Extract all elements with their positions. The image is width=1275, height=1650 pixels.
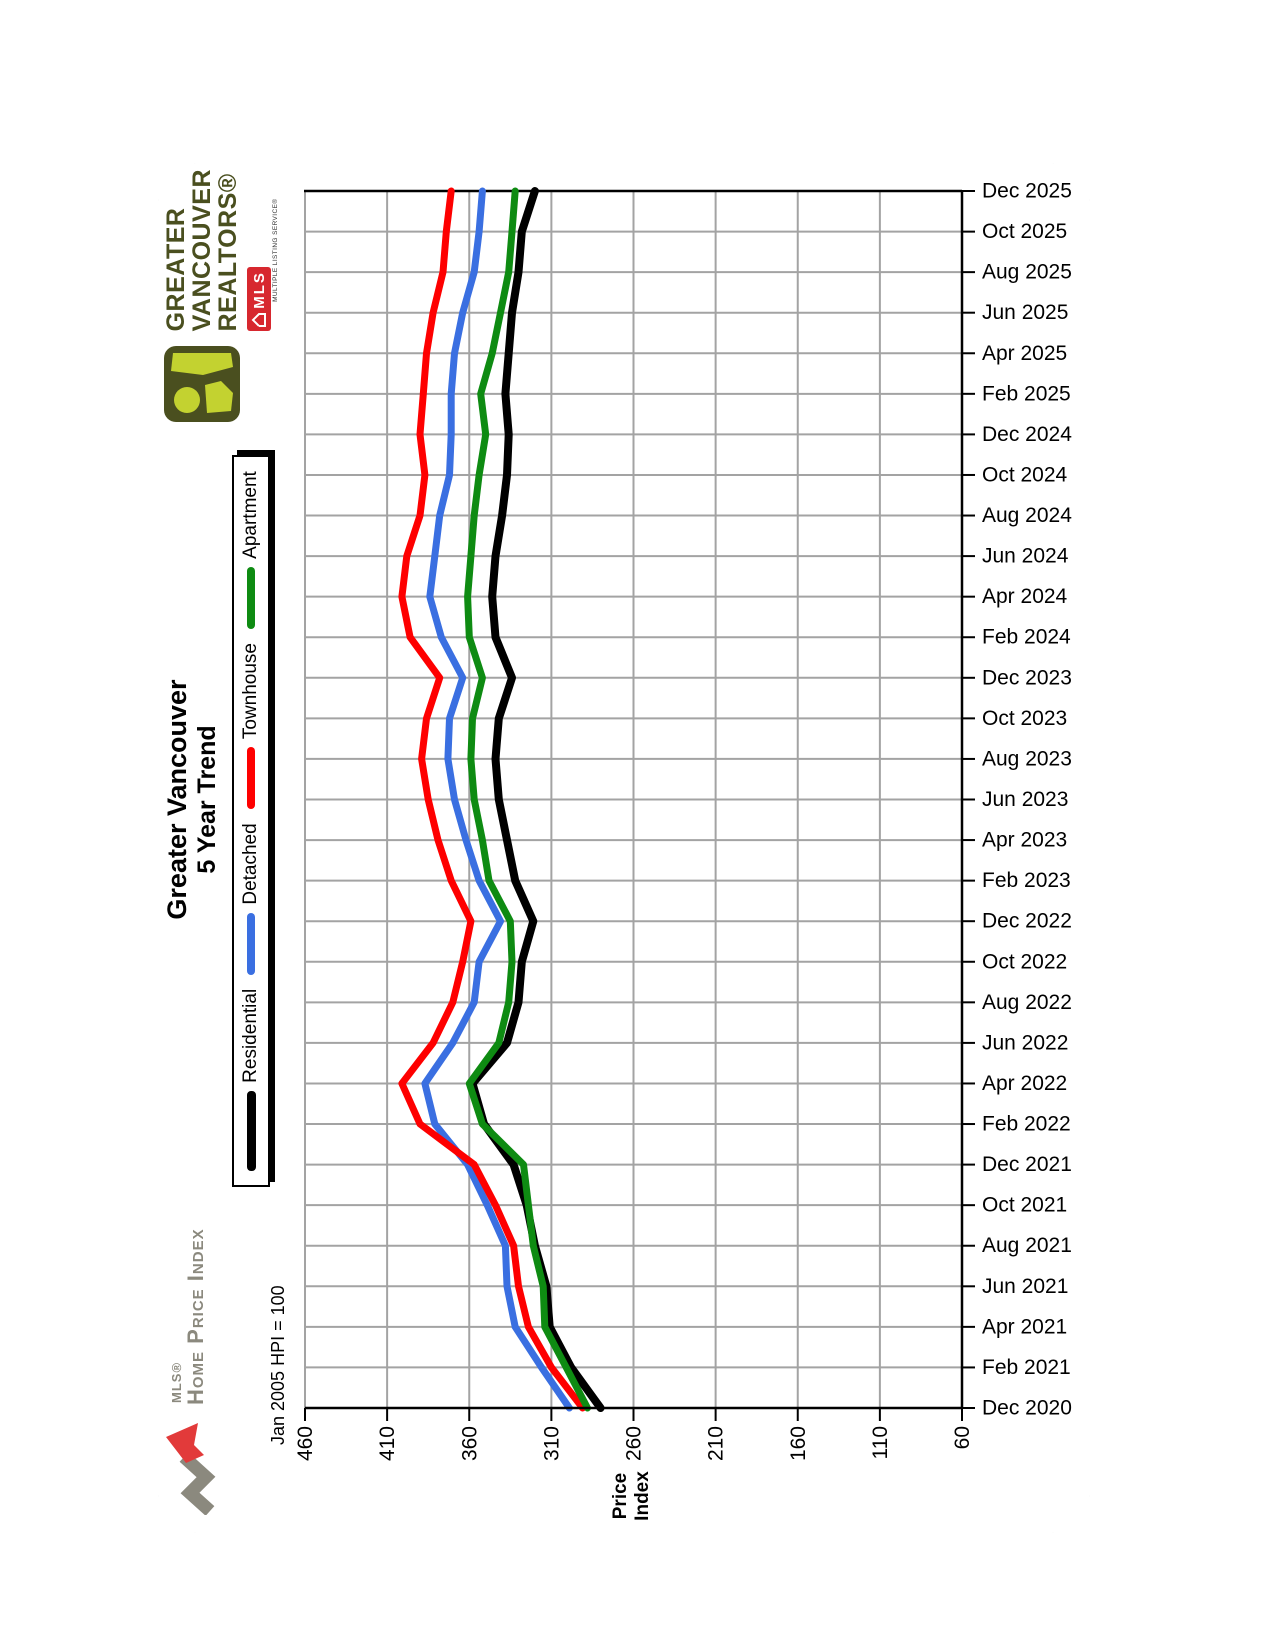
date-tick-label: Apr 2023	[982, 829, 1067, 852]
date-tick-label: Dec 2025	[982, 180, 1072, 203]
hpi-red-arrow-icon	[166, 1423, 204, 1463]
date-tick-label: Aug 2022	[982, 991, 1072, 1014]
series-line-townhouse	[398, 187, 587, 1412]
date-tick-label: Oct 2025	[982, 220, 1067, 243]
value-tick-label: 360	[458, 1426, 481, 1461]
date-tick-label: Aug 2024	[982, 504, 1072, 527]
value-tick-label: 310	[540, 1426, 563, 1461]
value-tick-label: 410	[376, 1426, 399, 1461]
date-tick-label: Apr 2024	[982, 585, 1068, 608]
value-tick-label: 60	[951, 1426, 974, 1449]
date-tick-label: Jun 2024	[982, 545, 1069, 568]
gvr-text-block: GREATER VANCOUVER REALTORS® MLS MULTIPLE…	[162, 169, 279, 332]
date-tick-label: Jun 2023	[982, 788, 1068, 811]
date-tick-label: Oct 2021	[982, 1194, 1067, 1217]
value-tick-label: 260	[623, 1426, 646, 1461]
date-tick-label: Dec 2020	[982, 1397, 1072, 1420]
date-tick-label: Oct 2022	[982, 950, 1067, 973]
mls-logo-block: MLS MULTIPLE LISTING SERVICE®	[247, 169, 279, 332]
date-tick-label: Oct 2024	[982, 463, 1068, 486]
date-tick-label: Feb 2021	[982, 1356, 1071, 1379]
date-tick-label: Aug 2021	[982, 1234, 1072, 1257]
date-tick-label: Apr 2022	[982, 1072, 1067, 1095]
date-tick-label: Dec 2024	[982, 423, 1072, 446]
plot-area: 460 410 360 310 260 210 160 110 60 Dec 2020 Feb 20…	[294, 180, 1072, 1462]
date-tick-label: Feb 2025	[982, 382, 1071, 405]
date-tick-label: Oct 2023	[982, 707, 1067, 730]
date-tick-label: Feb 2022	[982, 1113, 1071, 1136]
date-tick-label: Jun 2025	[982, 301, 1068, 324]
gvr-brand-block: GREATER VANCOUVER REALTORS® MLS MULTIPLE…	[162, 169, 279, 423]
mls-logo-icon: MLS	[247, 267, 271, 332]
date-tick-label: Apr 2025	[982, 342, 1067, 365]
mls-house-icon	[251, 312, 266, 327]
rotated-chart-canvas: MLS® Home Price Index Jan 2005 HPI = 100…	[158, 163, 1090, 1533]
value-tick-label: 110	[869, 1426, 892, 1459]
date-tick-label: Apr 2021	[982, 1315, 1067, 1338]
hpi-brand-block: MLS® Home Price Index	[164, 1228, 216, 1515]
value-tick-label: 160	[787, 1426, 810, 1461]
date-tick-label: Aug 2023	[982, 747, 1072, 770]
value-tick-label: 210	[705, 1426, 728, 1461]
gvr-logo-icon	[164, 346, 240, 423]
hpi-zigzag-logo-icon	[166, 1423, 216, 1515]
date-tick-label: Dec 2022	[982, 910, 1072, 933]
date-tick-label: Jun 2022	[982, 1031, 1068, 1054]
date-tick-label: Feb 2024	[982, 626, 1071, 649]
date-tick-label: Aug 2025	[982, 261, 1072, 284]
date-tick-label: Dec 2023	[982, 666, 1072, 689]
series-line-apartment	[464, 187, 591, 1412]
date-tick-label: Feb 2023	[982, 869, 1071, 892]
date-tick-label: Jun 2021	[982, 1275, 1068, 1298]
date-tick-label: Dec 2021	[982, 1153, 1072, 1176]
value-tick-label: 460	[294, 1426, 317, 1461]
series-line-detached	[421, 187, 573, 1412]
